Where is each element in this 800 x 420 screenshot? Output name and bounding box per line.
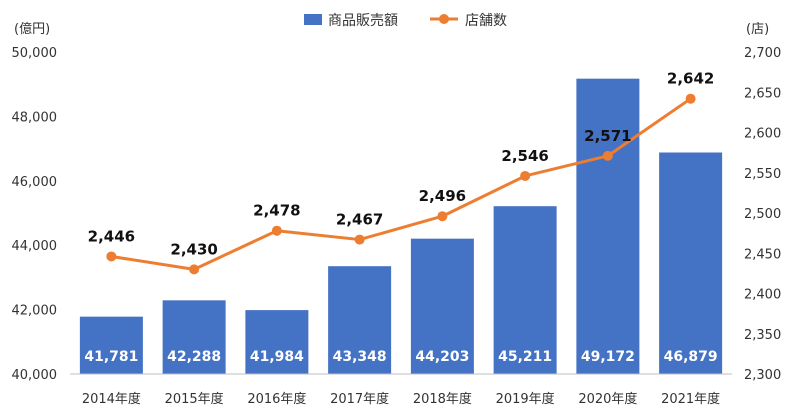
legend-line-marker bbox=[439, 14, 449, 24]
bar-value-label: 44,203 bbox=[415, 349, 469, 365]
line-value-label: 2,478 bbox=[253, 202, 300, 220]
left-axis-ticks: 40,000 42,000 44,000 46,000 48,000 50,000 bbox=[12, 46, 58, 383]
bar bbox=[659, 152, 723, 374]
line-point bbox=[354, 234, 365, 245]
right-axis-unit: (店) bbox=[746, 22, 769, 37]
line-value-label: 2,430 bbox=[170, 240, 217, 258]
bar-value-label: 43,348 bbox=[333, 349, 387, 365]
right-axis-ticks: 2,300 2,350 2,400 2,450 2,500 2,550 2,600 2,650… bbox=[744, 46, 781, 383]
category-label: 2021年度 bbox=[661, 391, 720, 407]
right-tick-label: 2,350 bbox=[744, 328, 781, 343]
left-tick-label: 44,000 bbox=[12, 239, 58, 254]
right-tick-label: 2,650 bbox=[744, 86, 781, 101]
left-axis-unit: (億円) bbox=[14, 21, 50, 37]
left-tick-label: 50,000 bbox=[12, 46, 58, 61]
category-label: 2014年度 bbox=[82, 391, 141, 407]
legend-bar-swatch bbox=[304, 14, 322, 25]
category-label: 2019年度 bbox=[496, 391, 555, 407]
bar-value-label: 46,879 bbox=[664, 349, 718, 365]
right-tick-label: 2,300 bbox=[744, 368, 781, 383]
bar-value-labels: 41,781 42,288 41,984 43,348 44,203 45,211 49,1… bbox=[84, 349, 717, 365]
bar-value-label: 42,288 bbox=[167, 349, 221, 365]
line-value-labels: 2,446 2,430 2,478 2,467 2,496 2,546 2,571 2,642 bbox=[88, 70, 715, 259]
line-value-label: 2,546 bbox=[501, 147, 548, 165]
line-point bbox=[437, 211, 448, 222]
bar bbox=[328, 266, 392, 374]
bar-value-label: 41,984 bbox=[250, 349, 304, 365]
bar bbox=[162, 300, 226, 374]
right-tick-label: 2,700 bbox=[744, 46, 781, 61]
legend: 商品販売額 店舗数 bbox=[304, 13, 507, 29]
bar-value-label: 41,781 bbox=[84, 349, 138, 365]
line-series bbox=[106, 93, 696, 275]
left-tick-label: 42,000 bbox=[12, 304, 58, 319]
store-count-line bbox=[111, 97, 692, 271]
legend-bar-label: 商品販売額 bbox=[328, 13, 398, 29]
right-tick-label: 2,500 bbox=[744, 207, 781, 222]
legend-line-label: 店舗数 bbox=[465, 13, 507, 29]
line-value-label: 2,446 bbox=[88, 227, 135, 245]
bar bbox=[576, 78, 640, 375]
bar bbox=[410, 238, 474, 374]
line-point bbox=[602, 150, 613, 161]
category-label: 2015年度 bbox=[165, 391, 224, 407]
line-point bbox=[685, 93, 696, 104]
bar bbox=[493, 206, 557, 374]
bar bbox=[245, 310, 309, 374]
right-tick-label: 2,450 bbox=[744, 247, 781, 262]
bar bbox=[79, 316, 143, 374]
left-tick-label: 46,000 bbox=[12, 175, 58, 190]
right-tick-label: 2,400 bbox=[744, 288, 781, 303]
line-point bbox=[520, 170, 531, 181]
line-point bbox=[271, 225, 282, 236]
line-value-label: 2,467 bbox=[336, 211, 383, 229]
bar-value-label: 45,211 bbox=[498, 349, 552, 365]
line-value-label: 2,642 bbox=[667, 70, 714, 88]
line-point bbox=[106, 251, 117, 262]
line-point bbox=[189, 264, 200, 275]
left-tick-label: 40,000 bbox=[12, 368, 58, 383]
bar-series bbox=[79, 78, 723, 375]
right-tick-label: 2,550 bbox=[744, 167, 781, 182]
right-tick-label: 2,600 bbox=[744, 127, 781, 142]
category-label: 2016年度 bbox=[247, 391, 306, 407]
category-labels: 2014年度 2015年度 2016年度 2017年度 2018年度 2019年度 2020… bbox=[82, 391, 720, 407]
left-tick-label: 48,000 bbox=[12, 110, 58, 125]
category-label: 2018年度 bbox=[413, 391, 472, 407]
category-label: 2017年度 bbox=[330, 391, 389, 407]
category-label: 2020年度 bbox=[578, 391, 637, 407]
bar-value-label: 49,172 bbox=[581, 349, 635, 365]
line-value-label: 2,571 bbox=[584, 127, 631, 145]
line-value-label: 2,496 bbox=[419, 187, 466, 205]
